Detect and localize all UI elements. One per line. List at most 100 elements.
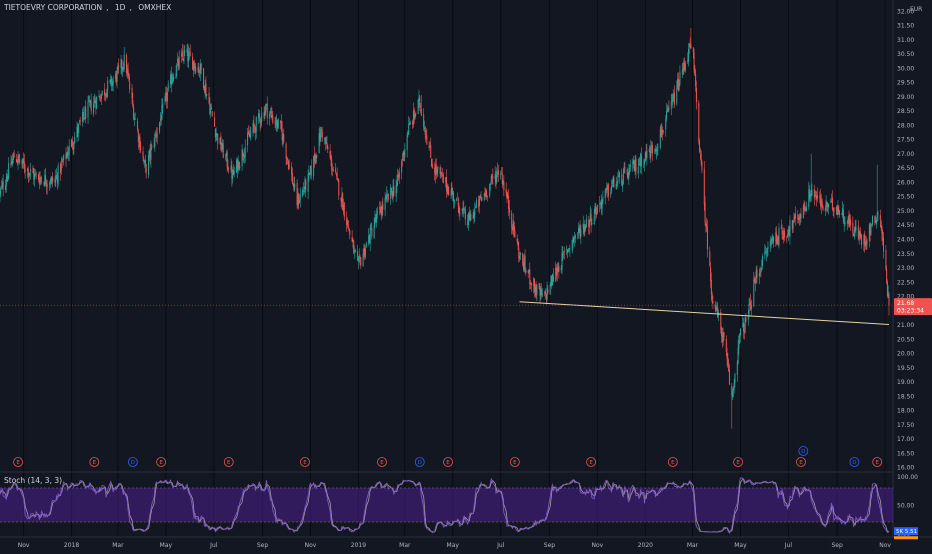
earnings-marker[interactable]: E	[223, 457, 234, 467]
marker-circle[interactable]	[89, 457, 100, 467]
candle-body	[793, 217, 795, 219]
marker-circle[interactable]	[849, 457, 860, 467]
candle	[497, 162, 499, 178]
marker-circle[interactable]	[667, 457, 678, 467]
earnings-marker[interactable]: E	[586, 457, 596, 467]
earnings-marker[interactable]: E	[667, 457, 678, 467]
candle	[700, 150, 702, 166]
candle	[211, 111, 213, 117]
earnings-marker[interactable]: E	[13, 457, 23, 467]
dividend-marker[interactable]: D	[849, 457, 860, 467]
earnings-marker[interactable]: E	[156, 457, 167, 467]
candle-body	[826, 202, 828, 208]
candle	[886, 279, 888, 299]
marker-circle[interactable]	[414, 457, 425, 467]
earnings-marker[interactable]: E	[509, 457, 520, 467]
event-markers[interactable]: E E D E E E E D E E E E E EDD E	[13, 446, 883, 467]
candle	[50, 175, 52, 185]
time-axis[interactable]: Nov 2018 Mar May Jul Sep Nov 2019 Mar May Jul Sep No…	[18, 542, 892, 549]
candle-body	[320, 129, 322, 142]
candle	[184, 45, 186, 57]
earnings-marker[interactable]: E	[89, 457, 100, 467]
candle	[140, 141, 142, 153]
candle	[54, 175, 56, 187]
marker-circle[interactable]	[733, 457, 743, 467]
earnings-marker[interactable]: E	[796, 457, 806, 467]
marker-circle[interactable]	[377, 457, 387, 467]
candle-body	[524, 256, 526, 269]
candle	[276, 114, 278, 132]
candle	[325, 136, 327, 145]
candle	[467, 214, 469, 228]
candle	[111, 75, 113, 92]
candle	[501, 166, 503, 189]
candle	[71, 136, 73, 150]
candle-body	[607, 184, 609, 197]
marker-circle[interactable]	[586, 457, 596, 467]
earnings-marker[interactable]: E	[377, 457, 387, 467]
candle-body	[882, 232, 884, 240]
candle-body	[417, 99, 419, 115]
dividend-marker[interactable]: D	[798, 446, 809, 456]
candle-body	[398, 174, 400, 178]
candle	[222, 139, 224, 159]
candle-body	[386, 194, 388, 198]
candle	[155, 127, 157, 142]
earnings-marker[interactable]: E	[443, 457, 453, 467]
earnings-marker[interactable]: E	[872, 457, 883, 467]
marker-circle[interactable]	[509, 457, 520, 467]
candle-body	[822, 206, 824, 210]
candle	[590, 208, 592, 233]
candle	[541, 283, 543, 299]
candle-body	[16, 162, 18, 164]
candle	[824, 205, 826, 217]
candle-body	[359, 256, 361, 259]
candle	[690, 27, 692, 50]
candle	[266, 96, 268, 125]
candle-body	[596, 205, 598, 213]
candle	[874, 215, 876, 226]
candle	[468, 206, 470, 221]
candle	[128, 72, 130, 82]
marker-circle[interactable]	[156, 457, 167, 467]
marker-circle[interactable]	[13, 457, 23, 467]
marker-circle[interactable]	[443, 457, 453, 467]
dividend-marker[interactable]: D	[414, 457, 425, 467]
candle	[420, 94, 422, 117]
marker-circle[interactable]	[300, 457, 310, 467]
earnings-marker[interactable]: E	[300, 457, 310, 467]
marker-circle[interactable]	[798, 446, 809, 456]
candle-body	[775, 232, 777, 242]
marker-circle[interactable]	[127, 457, 138, 467]
candle	[701, 159, 703, 174]
candle-body	[122, 67, 124, 71]
earnings-marker[interactable]: E	[733, 457, 743, 467]
candle-body	[332, 170, 334, 172]
candle-body	[442, 174, 444, 184]
marker-circle[interactable]	[872, 457, 883, 467]
candle	[189, 44, 191, 57]
dividend-marker[interactable]: D	[127, 457, 138, 467]
marker-circle[interactable]	[796, 457, 806, 467]
candle	[188, 45, 190, 69]
candle	[837, 200, 839, 219]
candle-body	[578, 227, 580, 228]
price-axis[interactable]: 32.0031.5031.0030.5030.0029.5029.0028.50…	[897, 6, 922, 472]
candle-body	[319, 133, 321, 141]
candle-body	[491, 176, 493, 178]
marker-circle[interactable]	[223, 457, 234, 467]
time-tick-label: Jul	[496, 542, 505, 549]
candle	[183, 44, 185, 65]
candle	[533, 277, 535, 294]
candle	[688, 42, 690, 67]
candle	[49, 180, 51, 191]
candle-body	[214, 117, 216, 127]
candle	[78, 123, 80, 141]
candle	[863, 234, 865, 252]
support-trendline[interactable]	[519, 301, 890, 326]
candle	[40, 176, 42, 186]
candle-body	[371, 228, 373, 237]
candle-body	[571, 240, 573, 251]
